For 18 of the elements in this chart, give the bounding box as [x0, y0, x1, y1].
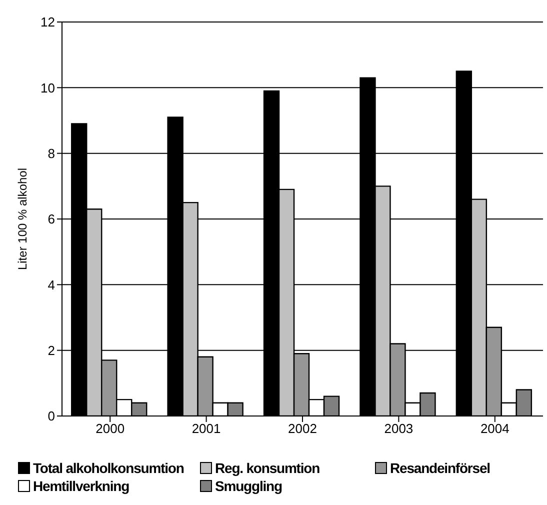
x-tick-label: 2002 — [288, 421, 317, 436]
y-tick-label: 4 — [48, 277, 55, 292]
y-tick-label: 12 — [40, 14, 55, 30]
legend-label: Reg. konsumtion — [215, 460, 320, 476]
y-axis-title: Liter 100 % alkohol — [15, 168, 30, 270]
legend-label: Resandeinförsel — [390, 460, 490, 476]
x-tick-label: 2003 — [384, 421, 414, 436]
legend-label: Total alkoholkonsumtion — [33, 460, 184, 476]
legend-label: Hemtillverkning — [33, 478, 130, 494]
legend-label: Smuggling — [215, 478, 282, 494]
x-tick-label: 2001 — [192, 421, 221, 436]
x-tick-label: 2004 — [480, 421, 510, 436]
y-tick-label: 2 — [48, 342, 55, 358]
y-tick-label: 10 — [40, 80, 55, 96]
y-tick-label: 6 — [48, 212, 55, 227]
y-tick-label: 8 — [48, 146, 55, 161]
x-tick-label: 2000 — [96, 421, 125, 436]
y-tick-label: 0 — [48, 408, 55, 424]
